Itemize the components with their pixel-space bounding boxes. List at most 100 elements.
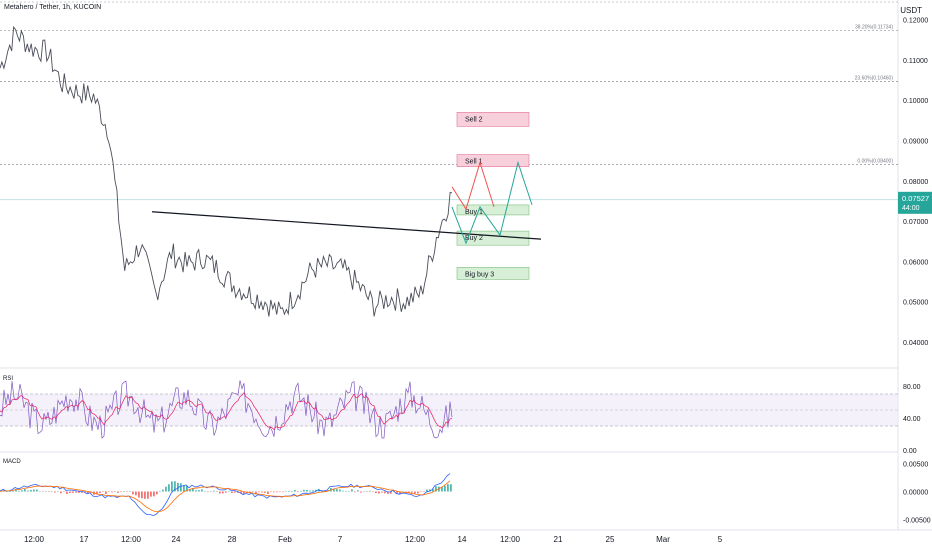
macd-histogram-bar — [396, 491, 398, 495]
macd-histogram-bar — [60, 491, 62, 494]
macd-histogram-bar — [168, 484, 170, 492]
macd-histogram-bar — [378, 491, 380, 494]
price-series-line — [0, 25, 453, 317]
macd-histogram-bar — [147, 491, 149, 499]
macd-histogram-bar — [366, 491, 368, 492]
time-axis-tick: 5 — [718, 535, 723, 544]
macd-histogram-bar — [342, 490, 344, 492]
macd-histogram-bar — [216, 491, 218, 492]
macd-histogram-bar — [360, 491, 362, 493]
macd-histogram-bar — [210, 491, 212, 492]
macd-histogram-bar — [156, 491, 158, 495]
macd-axis-tick: -0.00500 — [903, 518, 931, 525]
macd-histogram-bar — [294, 489, 296, 492]
macd-label: MACD — [3, 459, 21, 465]
macd-histogram-bar — [432, 488, 434, 492]
zone-buy — [456, 267, 530, 280]
macd-histogram-bar — [111, 491, 113, 493]
macd-histogram-bar — [306, 490, 308, 492]
macd-line — [0, 473, 451, 517]
macd-histogram-bar — [381, 491, 383, 493]
macd-histogram-bar — [219, 491, 221, 494]
macd-histogram-bar — [36, 489, 38, 492]
macd-histogram-bar — [243, 491, 245, 495]
macd-axis-tick: 0.00000 — [903, 490, 928, 497]
macd-histogram-bar — [135, 491, 137, 496]
macd-histogram-bar — [174, 481, 176, 492]
time-axis-tick: 17 — [80, 535, 89, 544]
macd-histogram-bar — [120, 491, 122, 492]
macd-histogram-bar — [186, 485, 188, 492]
macd-histogram-bar — [225, 491, 227, 493]
price-axis-tick: 0.05000 — [903, 300, 928, 307]
macd-histogram-bar — [345, 490, 347, 492]
macd-histogram-bar — [204, 491, 206, 492]
price-axis-tick: 0.08000 — [903, 179, 928, 186]
macd-histogram-bar — [180, 483, 182, 492]
currency-label[interactable]: USDT — [900, 6, 922, 15]
macd-histogram-bar — [309, 490, 311, 492]
macd-histogram-bar — [228, 491, 230, 492]
macd-histogram-bar — [447, 484, 449, 492]
rsi-line — [0, 380, 453, 439]
fib-level-label: 38.20%(0.11734) — [855, 24, 893, 30]
macd-signal-line — [0, 480, 451, 513]
macd-histogram-bar — [9, 491, 11, 492]
macd-histogram-bar — [153, 491, 155, 497]
macd-histogram-bar — [231, 491, 233, 494]
macd-histogram-bar — [414, 491, 416, 494]
macd-histogram-bar — [117, 491, 119, 493]
macd-histogram-bar — [315, 489, 317, 492]
zone-label: Sell 1 — [465, 159, 483, 166]
time-axis-tick: 12:00 — [24, 535, 45, 544]
price-axis-tick: 0.07000 — [903, 219, 928, 226]
trend-line — [151, 211, 542, 240]
rsi-label: RSI — [3, 376, 13, 382]
macd-histogram-bar — [138, 491, 140, 498]
macd-histogram-bar — [48, 491, 50, 492]
macd-histogram-bar — [39, 491, 41, 492]
macd-histogram-bar — [357, 490, 359, 492]
fib-level-label: 23.60%(0.10460) — [855, 76, 894, 82]
price-axis-tick: 0.12000 — [903, 18, 928, 25]
zone-label: Buy 2 — [465, 235, 483, 242]
macd-histogram-bar — [69, 491, 71, 494]
macd-histogram-bar — [435, 486, 437, 492]
macd-histogram-bar — [63, 491, 65, 492]
macd-histogram-bar — [66, 491, 68, 494]
time-axis-tick: Feb — [278, 535, 292, 544]
macd-histogram-bar — [234, 491, 236, 493]
macd-histogram-bar — [255, 491, 257, 495]
macd-histogram-bar — [126, 491, 128, 492]
macd-histogram-bar — [105, 491, 107, 495]
macd-histogram-bar — [240, 491, 242, 494]
time-axis-tick: 12:00 — [500, 535, 521, 544]
macd-histogram-bar — [348, 491, 350, 492]
current-price-value: 0.07527 — [902, 194, 929, 203]
macd-histogram-bar — [282, 491, 284, 493]
macd-histogram-bar — [261, 491, 263, 493]
macd-histogram-bar — [354, 491, 356, 493]
macd-histogram-bar — [222, 491, 224, 494]
zone-sell — [456, 111, 530, 127]
macd-histogram-bar — [405, 491, 407, 493]
macd-histogram-bar — [417, 491, 419, 494]
macd-histogram-bar — [87, 491, 89, 494]
macd-histogram-bar — [24, 489, 26, 492]
macd-histogram-bar — [273, 491, 275, 493]
macd-histogram-bar — [51, 491, 53, 492]
macd-histogram-bar — [387, 491, 389, 494]
macd-histogram-bar — [267, 491, 269, 495]
macd-histogram-bar — [201, 489, 203, 492]
rsi-axis-tick: 80.00 — [903, 384, 921, 391]
macd-histogram-bar — [288, 491, 290, 492]
macd-histogram-bar — [45, 491, 47, 492]
macd-histogram-bar — [129, 491, 131, 492]
rsi-axis-tick: 0.00 — [903, 448, 917, 455]
macd-histogram-bar — [15, 489, 17, 492]
zone-label: Big buy 3 — [465, 271, 494, 278]
macd-histogram-bar — [21, 490, 23, 492]
macd-histogram-bar — [252, 491, 254, 492]
time-axis-tick: 12:00 — [121, 535, 142, 544]
